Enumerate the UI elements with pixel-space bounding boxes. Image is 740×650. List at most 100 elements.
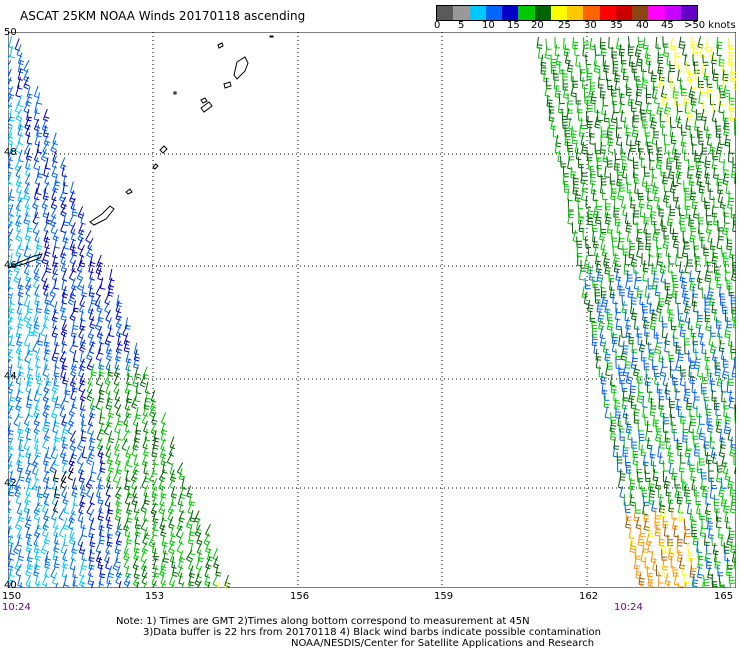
- wind-barb: [215, 564, 222, 577]
- wind-barb: [713, 494, 720, 507]
- wind-barb: [689, 278, 696, 292]
- wind-barb: [678, 509, 685, 522]
- wind-barb: [637, 36, 645, 48]
- wind-barb: [40, 323, 47, 337]
- wind-barb: [105, 557, 111, 570]
- wind-barb: [701, 372, 708, 385]
- legend-label-20: 20: [531, 20, 544, 31]
- legend-swatch: [502, 6, 519, 20]
- wind-barb: [691, 36, 697, 49]
- wind-barb: [52, 132, 58, 146]
- wind-barb: [185, 549, 193, 563]
- wind-barb: [94, 317, 102, 331]
- legend-label-35: 35: [610, 20, 623, 31]
- wind-barb: [212, 548, 218, 561]
- wind-barb: [16, 333, 23, 347]
- wind-barb: [658, 293, 665, 306]
- wind-barb: [86, 347, 93, 361]
- wind-barb: [592, 230, 598, 243]
- wind-barb: [732, 220, 736, 233]
- wind-barb: [115, 341, 123, 354]
- wind-barb: [600, 174, 607, 186]
- wind-barb: [103, 422, 111, 436]
- legend-label-50-knots: >50 knots: [684, 20, 736, 31]
- wind-barb: [728, 572, 735, 584]
- wind-speed-color-legend: [436, 5, 698, 21]
- wind-barb: [44, 301, 51, 315]
- wind-barb: [595, 198, 602, 211]
- wind-barb: [722, 69, 729, 82]
- wind-barb: [687, 108, 694, 121]
- wind-barb: [718, 150, 725, 163]
- wind-barb: [25, 164, 31, 177]
- wind-barb: [604, 406, 611, 419]
- wind-barb: [716, 78, 723, 90]
- wind-barb: [45, 446, 52, 460]
- wind-barb: [657, 52, 664, 64]
- wind-barb: [587, 213, 594, 225]
- wind-barb: [698, 133, 704, 145]
- wind-barb: [36, 92, 43, 105]
- wind-barb: [701, 190, 707, 203]
- wind-barb: [723, 542, 730, 554]
- wind-barb: [100, 277, 106, 290]
- wind-barb: [160, 580, 166, 588]
- left-swath-time: 10:24: [2, 602, 31, 613]
- wind-barb: [694, 444, 701, 457]
- wind-barb: [26, 509, 32, 522]
- wind-barb: [679, 373, 686, 387]
- wind-barb: [540, 62, 547, 75]
- wind-barb: [644, 46, 652, 60]
- wind-barb: [703, 436, 710, 449]
- wind-barb: [80, 429, 87, 442]
- wind-map-plot: [8, 32, 736, 588]
- wind-barb: [53, 365, 60, 378]
- legend-swatch: [469, 6, 486, 20]
- legend-swatch: [680, 6, 697, 20]
- wind-barb: [692, 581, 695, 588]
- lat-label-50: 50: [4, 27, 17, 38]
- legend-label-0: 0: [434, 20, 441, 31]
- wind-barb: [88, 308, 95, 321]
- wind-barb: [96, 437, 104, 451]
- wind-barb: [212, 574, 219, 587]
- wind-barb: [8, 286, 13, 299]
- wind-barb: [23, 262, 30, 276]
- wind-barb: [15, 165, 22, 179]
- wind-barb: [621, 397, 628, 410]
- wind-barb: [719, 430, 726, 443]
- wind-barb: [654, 516, 661, 529]
- wind-barb: [703, 574, 710, 587]
- wind-barb: [629, 493, 636, 507]
- wind-barb: [131, 396, 138, 409]
- wind-barb: [52, 150, 58, 164]
- wind-barb: [195, 518, 202, 531]
- wind-barb: [115, 324, 123, 338]
- wind-barb: [633, 157, 639, 169]
- wind-barb: [62, 492, 69, 505]
- wind-barb: [50, 196, 58, 210]
- wind-barb: [716, 36, 723, 49]
- wind-barb: [589, 77, 596, 90]
- wind-barb: [707, 420, 714, 433]
- wind-barb: [68, 413, 75, 427]
- wind-barb: [717, 325, 723, 338]
- wind-barb: [677, 246, 683, 259]
- wind-barb: [698, 325, 704, 338]
- wind-barb: [188, 558, 194, 571]
- wind-barb: [672, 276, 679, 289]
- wind-barb: [24, 277, 32, 291]
- wind-barb: [593, 60, 601, 73]
- wind-barb: [676, 398, 682, 411]
- wind-barb: [171, 564, 178, 577]
- wind-barb: [643, 510, 650, 523]
- wind-barb: [653, 91, 660, 105]
- wind-barb: [34, 230, 40, 243]
- wind-barb: [152, 462, 158, 475]
- wind-barb: [598, 317, 606, 331]
- wind-barb: [733, 453, 736, 466]
- wind-barb: [49, 460, 56, 473]
- wind-barb: [63, 237, 70, 250]
- wind-barb: [689, 270, 695, 283]
- wind-barb: [89, 430, 96, 444]
